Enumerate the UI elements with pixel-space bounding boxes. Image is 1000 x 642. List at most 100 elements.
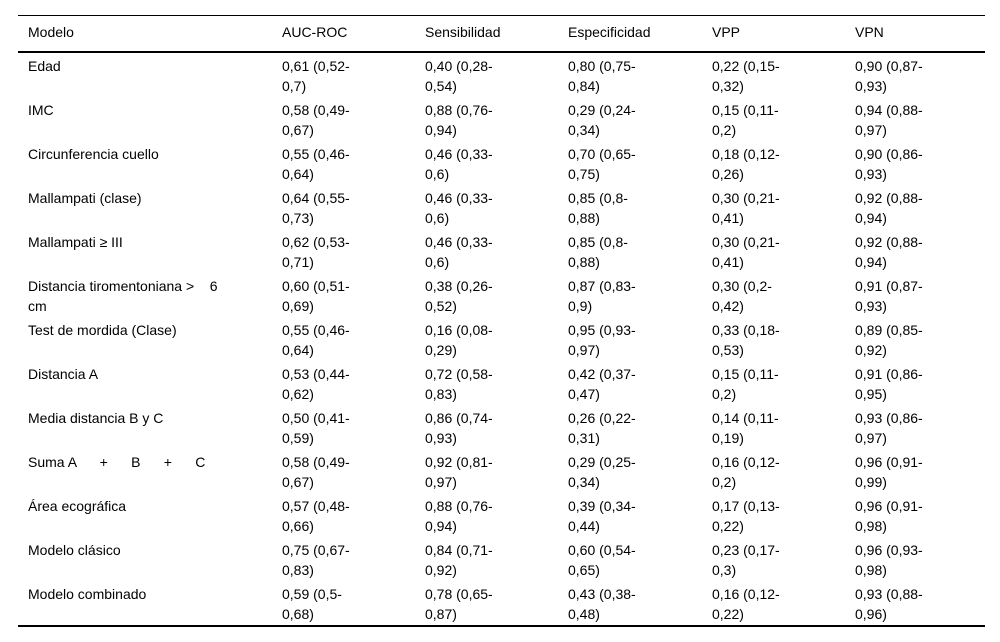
vpn-cell: 0,94 (0,88-0,97): [855, 102, 923, 138]
especificidad-cell: 0,95 (0,93-0,97): [568, 322, 636, 358]
vpp-cell: 0,16 (0,12-0,22): [712, 586, 780, 622]
model-name-cell: Mallampati ≥ III: [28, 234, 123, 250]
vpp-cell: 0,17 (0,13-0,22): [712, 498, 780, 534]
vpn-cell: 0,96 (0,91-0,98): [855, 498, 923, 534]
auc-roc-cell: 0,59 (0,5-0,68): [282, 586, 342, 622]
especificidad-cell: 0,42 (0,37-0,47): [568, 366, 636, 402]
table-row: Test de mordida (Clase) 0,55 (0,46-0,64)…: [18, 317, 985, 361]
sensibilidad-cell: 0,38 (0,26-0,52): [425, 278, 493, 314]
table-row: Media distancia B y C 0,50 (0,41-0,59) 0…: [18, 405, 985, 449]
sensibilidad-cell: 0,86 (0,74-0,93): [425, 410, 493, 446]
column-header-sensibilidad: Sensibilidad: [415, 15, 558, 53]
model-name-cell: Distancia tiromentoniana > 6 cm: [28, 278, 218, 314]
especificidad-cell: 0,60 (0,54-0,65): [568, 542, 636, 578]
table-row: IMC 0,58 (0,49-0,67) 0,88 (0,76-0,94) 0,…: [18, 97, 985, 141]
vpn-cell: 0,93 (0,88-0,96): [855, 586, 923, 622]
sensibilidad-cell: 0,40 (0,28-0,54): [425, 58, 493, 94]
vpn-cell: 0,93 (0,86-0,97): [855, 410, 923, 446]
sensibilidad-cell: 0,46 (0,33-0,6): [425, 146, 493, 182]
vpp-cell: 0,15 (0,11-0,2): [712, 102, 779, 138]
especificidad-cell: 0,26 (0,22-0,31): [568, 410, 636, 446]
model-name-cell: Distancia A: [28, 366, 99, 382]
column-header-especificidad: Especificidad: [558, 15, 702, 53]
table-row: Área ecográfica 0,57 (0,48-0,66) 0,88 (0…: [18, 493, 985, 537]
sensibilidad-cell: 0,46 (0,33-0,6): [425, 190, 493, 226]
column-header-auc-roc: AUC-ROC: [272, 15, 415, 53]
table-row: Mallampati ≥ III 0,62 (0,53-0,71) 0,46 (…: [18, 229, 985, 273]
especificidad-cell: 0,85 (0,8-0,88): [568, 234, 628, 270]
sensibilidad-cell: 0,72 (0,58-0,83): [425, 366, 493, 402]
model-name-cell: Modelo combinado: [28, 586, 147, 602]
vpn-cell: 0,90 (0,86-0,93): [855, 146, 923, 182]
auc-roc-cell: 0,60 (0,51-0,69): [282, 278, 350, 314]
vpn-cell: 0,91 (0,87-0,93): [855, 278, 923, 314]
model-name-cell: Mallampati (clase): [28, 190, 142, 206]
table-row: Distancia tiromentoniana > 6 cm 0,60 (0,…: [18, 273, 985, 317]
sensibilidad-cell: 0,92 (0,81-0,97): [425, 454, 493, 490]
model-name-cell: Suma A + B + C: [28, 454, 206, 470]
model-name-cell: Edad: [28, 58, 61, 74]
vpp-cell: 0,30 (0,21-0,41): [712, 234, 780, 270]
column-header-modelo: Modelo: [18, 15, 272, 53]
table-row: Circunferencia cuello 0,55 (0,46-0,64) 0…: [18, 141, 985, 185]
sensibilidad-cell: 0,16 (0,08-0,29): [425, 322, 493, 358]
model-name-cell: Test de mordida (Clase): [28, 322, 177, 338]
auc-roc-cell: 0,75 (0,67-0,83): [282, 542, 350, 578]
table-row: Modelo clásico 0,75 (0,67-0,83) 0,84 (0,…: [18, 537, 985, 581]
model-name-cell: Área ecográfica: [28, 498, 127, 514]
sensibilidad-cell: 0,78 (0,65-0,87): [425, 586, 493, 622]
vpp-cell: 0,14 (0,11-0,19): [712, 410, 779, 446]
sensibilidad-cell: 0,88 (0,76-0,94): [425, 498, 493, 534]
vpp-cell: 0,18 (0,12-0,26): [712, 146, 780, 182]
table-row: Suma A + B + C 0,58 (0,49-0,67) 0,92 (0,…: [18, 449, 985, 493]
sensibilidad-cell: 0,46 (0,33-0,6): [425, 234, 493, 270]
column-header-vpn: VPN: [845, 15, 985, 53]
auc-roc-cell: 0,55 (0,46-0,64): [282, 322, 350, 358]
auc-roc-cell: 0,58 (0,49-0,67): [282, 102, 350, 138]
auc-roc-cell: 0,64 (0,55-0,73): [282, 190, 350, 226]
auc-roc-cell: 0,50 (0,41-0,59): [282, 410, 350, 446]
auc-roc-cell: 0,62 (0,53-0,71): [282, 234, 350, 270]
vpp-cell: 0,30 (0,2-0,42): [712, 278, 772, 314]
especificidad-cell: 0,29 (0,24-0,34): [568, 102, 636, 138]
table-row: Modelo combinado 0,59 (0,5-0,68) 0,78 (0…: [18, 581, 985, 626]
vpp-cell: 0,15 (0,11-0,2): [712, 366, 779, 402]
model-name-cell: Modelo clásico: [28, 542, 121, 558]
vpn-cell: 0,90 (0,87-0,93): [855, 58, 923, 94]
especificidad-cell: 0,29 (0,25-0,34): [568, 454, 636, 490]
especificidad-cell: 0,70 (0,65-0,75): [568, 146, 636, 182]
table-body: Edad 0,61 (0,52-0,7) 0,40 (0,28-0,54) 0,…: [18, 52, 985, 626]
table-row: Mallampati (clase) 0,64 (0,55-0,73) 0,46…: [18, 185, 985, 229]
especificidad-cell: 0,39 (0,34-0,44): [568, 498, 636, 534]
auc-roc-cell: 0,57 (0,48-0,66): [282, 498, 350, 534]
vpp-cell: 0,16 (0,12-0,2): [712, 454, 780, 490]
vpn-cell: 0,92 (0,88-0,94): [855, 234, 923, 270]
vpp-cell: 0,22 (0,15-0,32): [712, 58, 780, 94]
model-name-cell: IMC: [28, 102, 54, 118]
diagnostic-models-table: Modelo AUC-ROC Sensibilidad Especificida…: [18, 15, 985, 627]
column-header-vpp: VPP: [702, 15, 845, 53]
vpn-cell: 0,89 (0,85-0,92): [855, 322, 923, 358]
vpp-cell: 0,23 (0,17-0,3): [712, 542, 780, 578]
auc-roc-cell: 0,61 (0,52-0,7): [282, 58, 350, 94]
especificidad-cell: 0,80 (0,75-0,84): [568, 58, 636, 94]
auc-roc-cell: 0,58 (0,49-0,67): [282, 454, 350, 490]
vpn-cell: 0,96 (0,91-0,99): [855, 454, 923, 490]
sensibilidad-cell: 0,88 (0,76-0,94): [425, 102, 493, 138]
table-row: Distancia A 0,53 (0,44-0,62) 0,72 (0,58-…: [18, 361, 985, 405]
vpp-cell: 0,33 (0,18-0,53): [712, 322, 780, 358]
vpn-cell: 0,96 (0,93-0,98): [855, 542, 923, 578]
header-row: Modelo AUC-ROC Sensibilidad Especificida…: [18, 15, 985, 53]
model-name-cell: Media distancia B y C: [28, 410, 164, 426]
table-row: Edad 0,61 (0,52-0,7) 0,40 (0,28-0,54) 0,…: [18, 52, 985, 97]
especificidad-cell: 0,85 (0,8-0,88): [568, 190, 628, 226]
auc-roc-cell: 0,55 (0,46-0,64): [282, 146, 350, 182]
vpn-cell: 0,92 (0,88-0,94): [855, 190, 923, 226]
model-name-cell: Circunferencia cuello: [28, 146, 159, 162]
especificidad-cell: 0,43 (0,38-0,48): [568, 586, 636, 622]
especificidad-cell: 0,87 (0,83-0,9): [568, 278, 636, 314]
vpn-cell: 0,91 (0,86-0,95): [855, 366, 923, 402]
sensibilidad-cell: 0,84 (0,71-0,92): [425, 542, 493, 578]
vpp-cell: 0,30 (0,21-0,41): [712, 190, 780, 226]
